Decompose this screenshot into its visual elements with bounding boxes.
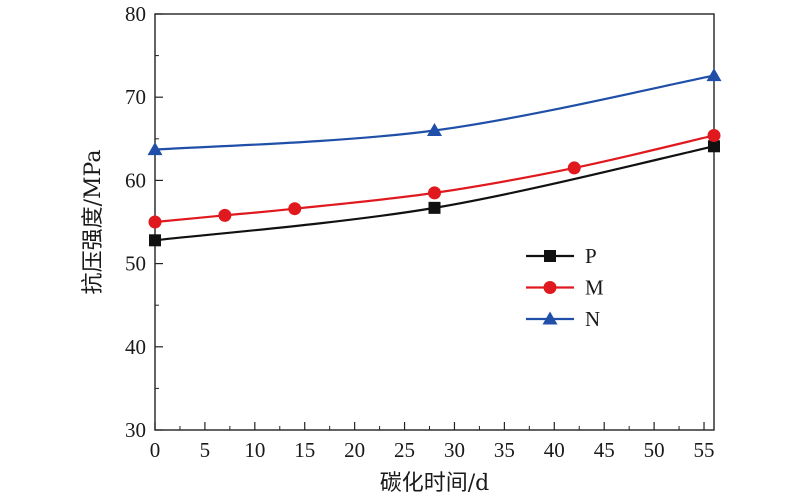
y-axis-label: 抗压强度/MPa	[81, 150, 106, 295]
data-point-n	[427, 122, 442, 136]
data-point-n	[147, 142, 163, 156]
legend-marker-n	[542, 311, 558, 325]
x-tick-label: 0	[150, 438, 161, 462]
legend-label-n: N	[585, 307, 600, 331]
y-tick-label: 40	[125, 335, 146, 359]
x-tick-label: 45	[594, 438, 615, 462]
y-tick-label: 80	[125, 2, 146, 26]
data-point-p	[149, 234, 161, 247]
data-point-m	[148, 215, 162, 229]
x-tick-label: 35	[494, 438, 515, 462]
axes: 0 5 10 15 20 25 30 35 40 45 50 55 30 40 50 60 70 80 碳化时间/d…	[81, 2, 715, 496]
series-p	[149, 140, 720, 247]
series-n	[147, 68, 722, 156]
x-tick-label: 10	[244, 438, 265, 462]
series-m	[148, 128, 721, 229]
x-tick-label: 5	[200, 438, 211, 462]
data-point-m	[288, 202, 302, 216]
plot-frame	[154, 13, 715, 431]
data-point-p	[428, 201, 441, 214]
series-layer	[147, 68, 722, 247]
data-point-m	[428, 186, 441, 200]
data-point-m	[707, 128, 721, 142]
y-tick-label: 60	[125, 168, 146, 192]
y-tick-label: 30	[125, 418, 146, 442]
x-tick-label: 40	[544, 438, 565, 462]
data-point-p	[708, 140, 720, 153]
x-axis-label: 碳化时间/d	[380, 471, 490, 496]
y-tick-label: 70	[125, 85, 146, 109]
legend-item-m: M	[526, 276, 604, 300]
x-tick-label: 50	[644, 438, 665, 462]
y-tick-label: 50	[125, 252, 146, 276]
data-point-m	[218, 208, 232, 222]
x-tick-label: 15	[294, 438, 315, 462]
legend-item-n: N	[526, 307, 600, 331]
x-tick-label: 30	[444, 438, 465, 462]
legend: PMN	[526, 244, 604, 331]
legend-label-m: M	[585, 276, 604, 300]
data-point-n	[706, 68, 722, 82]
data-point-m	[567, 161, 581, 175]
x-tick-label: 55	[694, 438, 715, 462]
legend-marker-p	[544, 250, 556, 262]
series-line-n	[154, 74, 715, 151]
legend-label-p: P	[585, 244, 597, 268]
x-tick-label: 25	[394, 438, 415, 462]
legend-item-p: P	[526, 244, 597, 268]
x-tick-label: 20	[344, 438, 365, 462]
legend-marker-m	[543, 281, 557, 294]
